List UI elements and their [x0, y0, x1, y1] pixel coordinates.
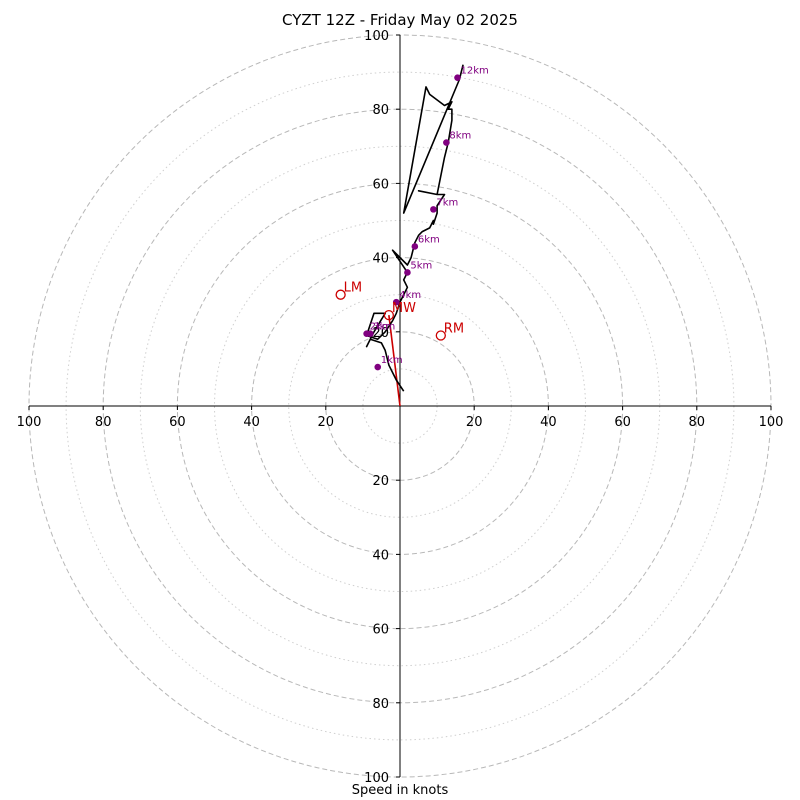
y-tick-label: 100	[364, 771, 389, 786]
storm-motion-label: LM	[344, 281, 362, 296]
x-axis-label: Speed in knots	[351, 783, 449, 798]
storm-motion-markers: LM RM MW	[335, 281, 464, 341]
y-tick-label: 20	[372, 326, 389, 341]
height-point	[411, 243, 419, 250]
height-point	[404, 269, 411, 276]
y-tick-label: 40	[372, 548, 389, 563]
height-label: 6km	[418, 234, 440, 245]
x-tick-label: 40	[540, 415, 557, 430]
height-label: 7km	[436, 197, 458, 208]
storm-motion-point	[383, 309, 395, 321]
x-tick-label: 60	[614, 415, 631, 430]
height-point	[443, 139, 450, 146]
x-tick-label: 80	[95, 415, 112, 430]
mean-wind-vector-group	[388, 315, 401, 407]
x-tick-label: 100	[17, 415, 42, 430]
y-tick-label: 40	[372, 252, 389, 267]
height-point	[367, 330, 374, 337]
x-tick-label: 20	[466, 415, 483, 430]
wind-trace-group	[365, 64, 464, 392]
chart-title: CYZT 12Z - Friday May 02 2025	[282, 11, 518, 29]
tick-labels: 100 80 60 40 20 20 40 60 80 100 100 80 60 40 20 20 40 60 8…	[17, 29, 784, 786]
y-tick-label: 60	[372, 177, 389, 192]
storm-motion-label: RM	[444, 322, 464, 337]
y-tick-label: 60	[372, 623, 389, 638]
y-tick-label: 100	[364, 29, 389, 44]
height-point	[430, 206, 437, 213]
hodograph-trace	[365, 64, 464, 392]
x-tick-label: 40	[243, 415, 260, 430]
height-label: 1km	[381, 355, 403, 366]
storm-motion-point	[335, 289, 346, 300]
x-tick-label: 100	[759, 415, 784, 430]
storm-motion-label: MW	[392, 301, 416, 316]
height-point	[374, 363, 382, 371]
height-label: 5km	[410, 260, 432, 271]
y-tick-label: 20	[372, 474, 389, 489]
mean-wind-vector	[388, 315, 401, 407]
height-point	[392, 298, 400, 306]
height-label: 12km	[461, 66, 489, 77]
height-label: 4km	[399, 290, 421, 301]
height-label: 8km	[449, 131, 471, 142]
height-label: 3km	[373, 322, 395, 333]
height-label: 2km	[370, 322, 392, 333]
x-tick-label: 20	[318, 415, 335, 430]
storm-motion-point	[435, 330, 446, 341]
height-point	[454, 74, 461, 81]
x-tick-label: 80	[689, 415, 706, 430]
y-tick-label: 80	[372, 697, 389, 712]
y-tick-label: 80	[372, 103, 389, 118]
x-tick-label: 60	[169, 415, 186, 430]
